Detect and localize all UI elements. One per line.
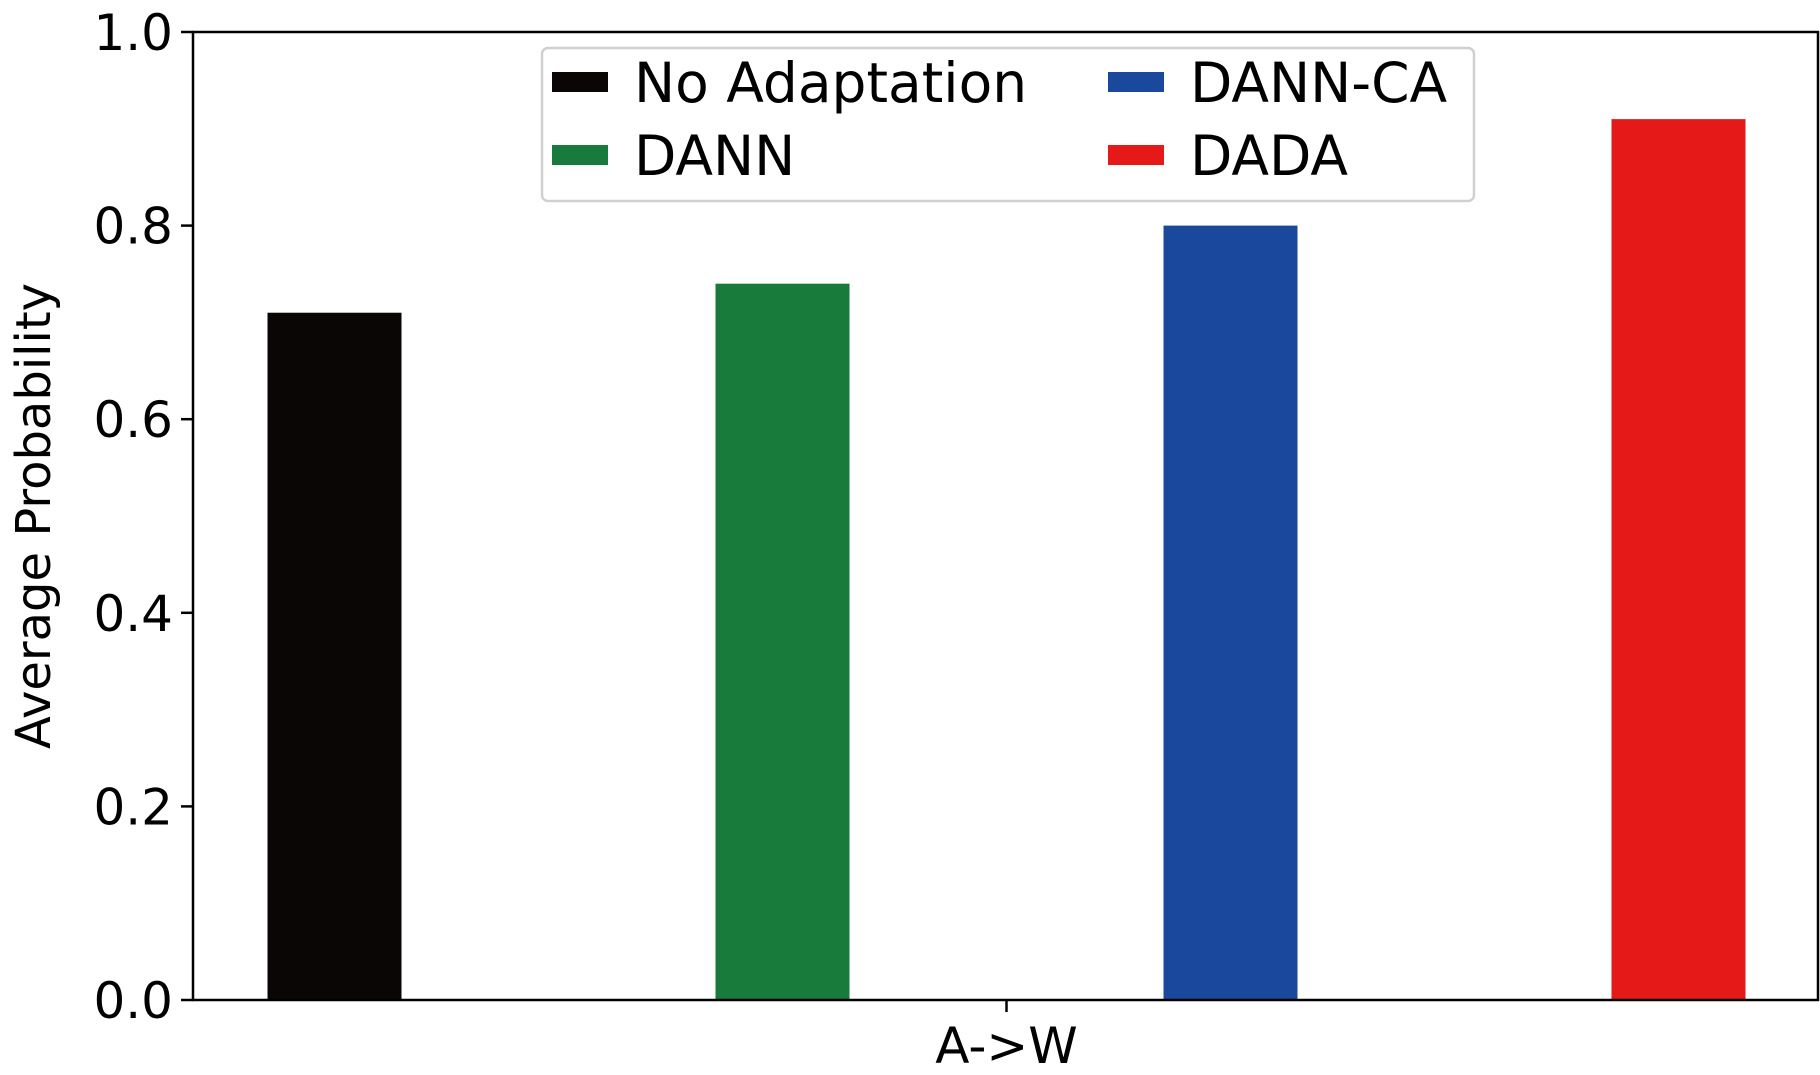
y-tick-label: 0.2: [93, 778, 173, 836]
legend-label-dada: DADA: [1190, 124, 1348, 188]
y-tick-label: 1.0: [93, 4, 173, 62]
x-axis: A->W: [935, 1000, 1078, 1075]
bars-layer: [267, 119, 1746, 1001]
y-tick-label: 0.4: [93, 585, 173, 643]
y-axis-title: Average Probability: [6, 283, 62, 749]
bar-dann-ca: [1163, 225, 1298, 1001]
bar-dada: [1611, 119, 1746, 1001]
x-tick-label: A->W: [935, 1017, 1077, 1070]
y-axis: 0.0 0.2 0.4 0.6 0.8 1.0: [93, 4, 193, 1030]
legend-swatch-dada: [1108, 145, 1164, 165]
y-tick-label: 0.8: [93, 198, 173, 256]
legend-swatch-dann: [552, 145, 608, 165]
legend-label-dann: DANN: [634, 124, 795, 188]
legend-frame: [540, 46, 1476, 203]
legend-swatch-no-adaptation: [552, 72, 608, 92]
legend-swatch-dann-ca: [1108, 72, 1164, 92]
y-tick-label: 0.0: [93, 972, 173, 1030]
bar-no-adaptation: [267, 312, 402, 1001]
legend-label-dann-ca: DANN-CA: [1190, 51, 1448, 115]
legend-label-no-adaptation: No Adaptation: [634, 51, 1027, 115]
y-tick-label: 0.6: [93, 391, 173, 449]
legend: No Adaptation DANN DANN-CA DADA: [540, 46, 1476, 203]
bar-dann: [715, 283, 850, 1000]
